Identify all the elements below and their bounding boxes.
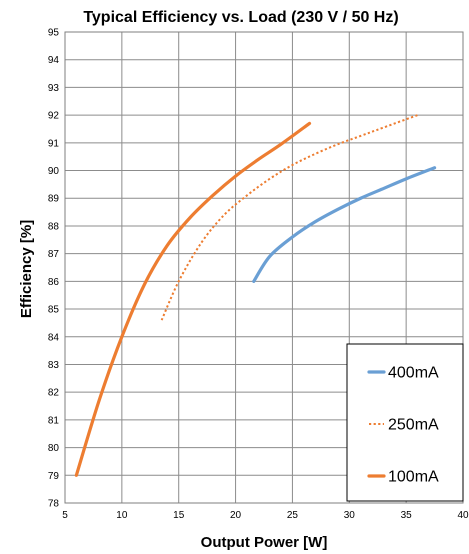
y-tick-label-93: 93 [48,83,60,94]
tick-layer: 78 79 80 81 82 83 84 85 86 87 88 89 90 91 92 93 94 95 5 10 1… [48,28,469,522]
y-tick-label-87: 87 [48,249,60,260]
y-tick-label-78: 78 [48,499,60,510]
y-tick-label-85: 85 [48,305,60,316]
x-tick-label-35: 35 [401,510,413,521]
y-tick-label-83: 83 [48,360,60,371]
series-line-250mA [160,114,418,321]
y-axis-label: Efficiency [%] [18,220,35,318]
y-tick-label-84: 84 [48,332,60,343]
y-tick-label-88: 88 [48,221,60,232]
legend-label-100mA: 100mA [388,469,439,486]
x-tick-label-20: 20 [230,510,242,521]
x-tick-label-15: 15 [173,510,185,521]
legend: 400mA 250mA 100mA [346,343,464,502]
y-tick-label-95: 95 [48,28,60,39]
x-axis-label: Output Power [W] [201,534,328,551]
legend-box [346,343,464,502]
x-tick-label-5: 5 [62,510,68,521]
legend-label-250mA: 250mA [388,417,439,434]
y-tick-label-91: 91 [48,138,60,149]
legend-label-400mA: 400mA [388,365,439,382]
series-layer [74,114,437,477]
chart-title: Typical Efficiency vs. Load (230 V / 50 … [83,9,398,26]
y-tick-label-89: 89 [48,194,60,205]
y-tick-label-80: 80 [48,443,60,454]
x-tick-label-10: 10 [116,510,128,521]
x-tick-label-25: 25 [287,510,299,521]
series-line-100mA [74,121,312,477]
y-tick-label-86: 86 [48,277,60,288]
series-line-400mA [252,166,437,283]
y-tick-label-92: 92 [48,111,60,122]
plot-frame [64,31,464,504]
y-tick-label-82: 82 [48,388,60,399]
y-tick-label-79: 79 [48,471,60,482]
x-tick-label-30: 30 [344,510,356,521]
y-tick-label-81: 81 [48,415,60,426]
y-tick-label-90: 90 [48,166,60,177]
x-tick-label-40: 40 [457,510,469,521]
y-tick-label-94: 94 [48,55,60,66]
